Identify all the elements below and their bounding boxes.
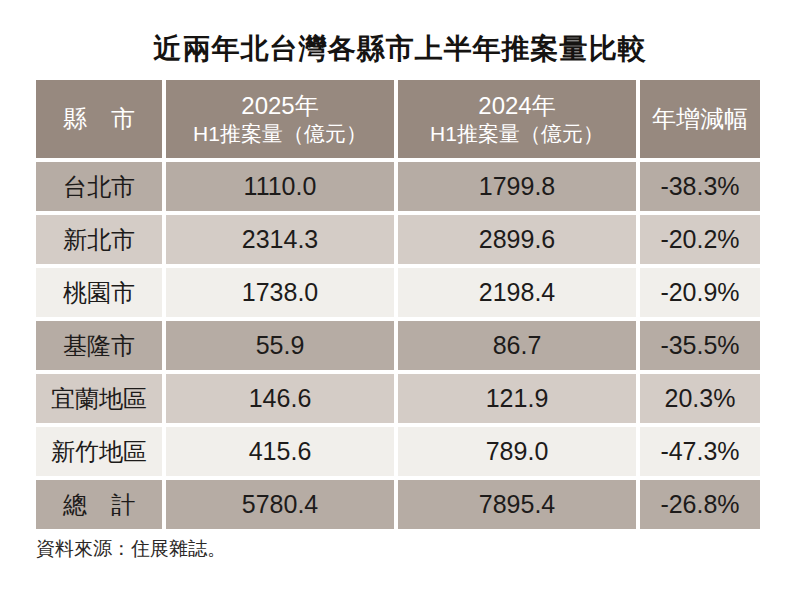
yoy-cell: 20.3% [640, 374, 760, 423]
header-cell-region: 縣 市 [36, 80, 162, 158]
value-2025-cell: 415.6 [166, 427, 394, 476]
region-cell: 總 計 [36, 480, 162, 529]
yoy-cell: -47.3% [640, 427, 760, 476]
value-2025-cell: 1738.0 [166, 268, 394, 317]
header-2024-year: 2024年 [478, 91, 555, 121]
value-2024-cell: 121.9 [398, 374, 636, 423]
value-2024-cell: 1799.8 [398, 162, 636, 211]
value-2024-cell: 2899.6 [398, 215, 636, 264]
region-cell: 宜蘭地區 [36, 374, 162, 423]
region-cell: 新北市 [36, 215, 162, 264]
comparison-table: 縣 市 2025年 H1推案量（億元） 2024年 H1推案量（億元） 年增減幅… [36, 80, 760, 529]
header-cell-2025: 2025年 H1推案量（億元） [166, 80, 394, 158]
value-2025-cell: 1110.0 [166, 162, 394, 211]
value-2025-cell: 2314.3 [166, 215, 394, 264]
value-2024-cell: 7895.4 [398, 480, 636, 529]
yoy-cell: -26.8% [640, 480, 760, 529]
region-cell: 台北市 [36, 162, 162, 211]
value-2024-cell: 86.7 [398, 321, 636, 370]
header-2024-unit: H1推案量（億元） [430, 121, 604, 147]
value-2025-cell: 5780.4 [166, 480, 394, 529]
yoy-cell: -38.3% [640, 162, 760, 211]
header-cell-yoy: 年增減幅 [640, 80, 760, 158]
yoy-cell: -20.9% [640, 268, 760, 317]
page-title: 近兩年北台灣各縣市上半年推案量比較 [0, 30, 800, 68]
header-region-label: 縣 市 [63, 104, 135, 134]
yoy-cell: -35.5% [640, 321, 760, 370]
value-2025-cell: 146.6 [166, 374, 394, 423]
header-2025-year: 2025年 [241, 91, 318, 121]
value-2024-cell: 2198.4 [398, 268, 636, 317]
header-yoy-label: 年增減幅 [652, 104, 748, 134]
region-cell: 桃園市 [36, 268, 162, 317]
value-2025-cell: 55.9 [166, 321, 394, 370]
page: 近兩年北台灣各縣市上半年推案量比較 縣 市 2025年 H1推案量（億元） 20… [0, 0, 800, 600]
region-cell: 基隆市 [36, 321, 162, 370]
header-cell-2024: 2024年 H1推案量（億元） [398, 80, 636, 158]
value-2024-cell: 789.0 [398, 427, 636, 476]
data-source-note: 資料來源：住展雜誌。 [36, 536, 226, 562]
region-cell: 新竹地區 [36, 427, 162, 476]
yoy-cell: -20.2% [640, 215, 760, 264]
header-2025-unit: H1推案量（億元） [193, 121, 367, 147]
